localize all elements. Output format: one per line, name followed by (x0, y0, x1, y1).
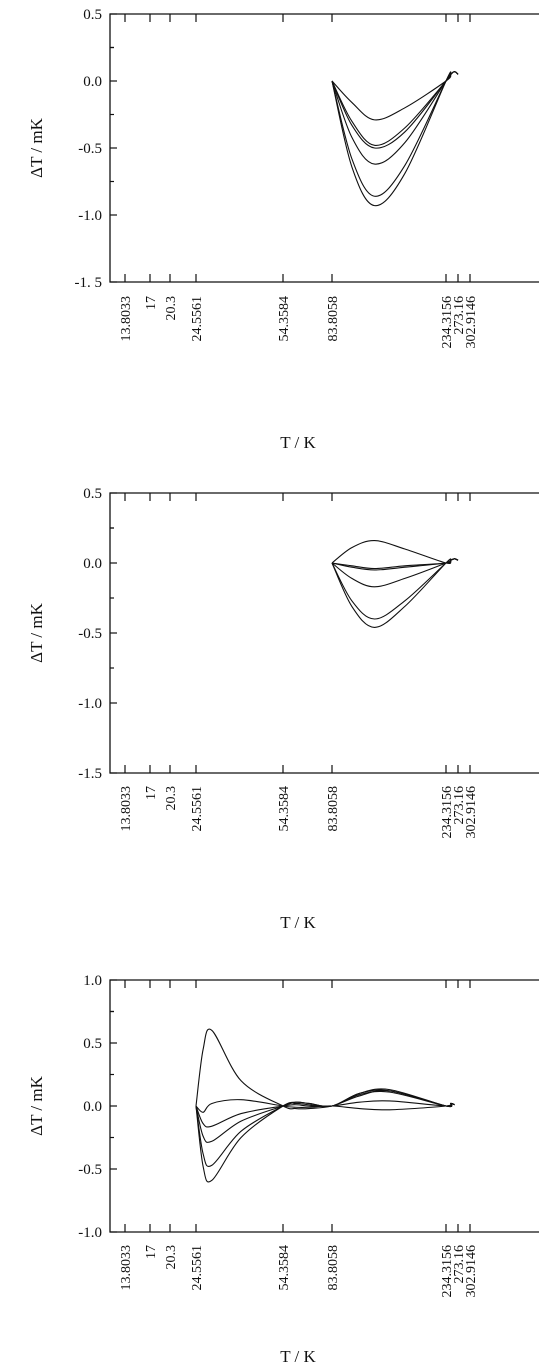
x-tick-label: 20.3 (164, 296, 179, 321)
x-axis-title: T / K (280, 913, 316, 932)
y-axis-title: ΔT / mK (27, 1075, 46, 1135)
x-tick-label: 273.16 (452, 296, 467, 335)
x-tick-label: 20.3 (164, 1245, 179, 1270)
y-tick-label: -1.0 (78, 696, 102, 712)
plot-frame (109, 13, 539, 283)
x-tick-label: 302.9146 (464, 296, 479, 349)
x-tick-label: 54.3584 (277, 786, 292, 832)
x-tick-label: 13.8033 (119, 786, 134, 832)
x-axis-title: T / K (280, 1347, 316, 1366)
y-tick-label: -0.5 (78, 1162, 102, 1178)
x-tick-label: 302.9146 (464, 1245, 479, 1298)
x-tick-label: 24.5561 (190, 296, 205, 342)
chart-panel-2: 0.5 0.0 -0.5 -1.0 -1.5 13.8033 17 20.3 24.5561 54… (27, 486, 539, 932)
y-tick-label: 0.0 (83, 1099, 102, 1115)
y-tick-label: -0.5 (78, 626, 102, 642)
y-axis-title: ΔT / mK (27, 602, 46, 662)
x-tick-label: 234.3156 (440, 786, 455, 839)
y-tick-label: 0.5 (83, 486, 102, 502)
y-tick-label: -1.5 (78, 766, 102, 782)
y-tick-label: 0.0 (83, 74, 102, 90)
series-line-3 (195, 1100, 455, 1128)
series-line-6 (331, 71, 459, 207)
series-line-4 (331, 558, 459, 588)
x-tick-label: 83.8058 (326, 786, 341, 832)
x-tick-label: 54.3584 (277, 1245, 292, 1291)
x-tick-label: 54.3584 (277, 296, 292, 342)
x-tick-label: 302.9146 (464, 786, 479, 839)
x-tick-label: 273.16 (452, 1245, 467, 1284)
x-tick-label: 17 (144, 296, 159, 310)
y-tick-label: 0.5 (83, 1036, 102, 1052)
series-line-6 (331, 558, 459, 628)
x-tick-label: 24.5561 (190, 786, 205, 832)
x-tick-label: 24.5561 (190, 1245, 205, 1291)
x-tick-label: 234.3156 (440, 1245, 455, 1298)
y-tick-label: 0.0 (83, 556, 102, 572)
series-line-6 (195, 1090, 455, 1183)
series-line-1 (331, 540, 459, 564)
x-tick-label: 17 (144, 786, 159, 800)
x-tick-label: 13.8033 (119, 296, 134, 342)
x-tick-label: 83.8058 (326, 296, 341, 342)
y-axis-title: ΔT / mK (27, 117, 46, 177)
x-tick-label: 20.3 (164, 786, 179, 811)
x-tick-label: 83.8058 (326, 1245, 341, 1291)
y-tick-label: -1. 5 (75, 275, 103, 291)
series-line-5 (195, 1089, 455, 1167)
x-tick-label: 17 (144, 1245, 159, 1259)
x-tick-label: 13.8033 (119, 1245, 134, 1291)
y-tick-label: 1.0 (83, 973, 102, 989)
y-tick-label: -0.5 (78, 141, 102, 157)
x-tick-label: 234.3156 (440, 296, 455, 349)
x-axis-title: T / K (280, 433, 316, 452)
x-tick-label: 273.16 (452, 786, 467, 825)
y-tick-label: -1.0 (78, 1225, 102, 1241)
chart-panel-1: 0.5 0.0 -0.5 -1.0 -1. 5 13.8033 17 20.3 24.5561 5… (27, 7, 539, 452)
y-tick-label: 0.5 (83, 7, 102, 23)
y-tick-label: -1.0 (78, 208, 102, 224)
plot-frame (109, 492, 539, 774)
chart-panel-3: 1.0 0.5 0.0 -0.5 -1.0 13.8033 17 20.3 24.5561 54.… (27, 973, 539, 1366)
